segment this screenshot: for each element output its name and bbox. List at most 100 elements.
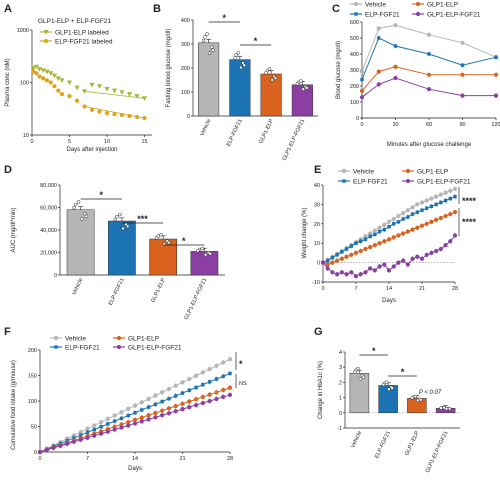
y-axis-label: Fasting blood glucose (mg/dl) [166, 29, 172, 108]
data-point [448, 196, 452, 201]
legend-label: GLP1-ELP [128, 335, 159, 342]
data-point [410, 256, 415, 261]
category-label: GLP1-ELP [258, 118, 275, 145]
x-tick-label: 0 [30, 139, 33, 145]
data-point [119, 90, 125, 95]
data-point [126, 423, 131, 428]
y-tick-label: 40,000 [40, 228, 57, 234]
data-point [419, 200, 425, 205]
series-line [361, 37, 497, 80]
data-point [335, 272, 340, 277]
data-point [429, 219, 434, 224]
data-point [74, 98, 80, 103]
data-point [358, 377, 362, 381]
data-point [434, 248, 439, 254]
legend-marker [405, 168, 411, 174]
data-point [105, 429, 110, 434]
data-point [44, 78, 50, 83]
data-point [133, 411, 137, 415]
y-axis-label: Plasma conc (nM) [5, 58, 11, 106]
significance-label: * [182, 236, 186, 246]
data-point [393, 64, 398, 69]
panel-letter-c: C [332, 3, 340, 15]
data-point [386, 237, 392, 242]
x-tick-label: 0 [38, 456, 41, 462]
data-point [382, 262, 387, 267]
panel-letter-g: G [314, 326, 323, 338]
data-point [234, 53, 238, 57]
data-point [173, 383, 178, 388]
data-point [427, 52, 431, 56]
data-point [187, 405, 192, 410]
data-point [180, 380, 185, 385]
data-point [439, 406, 443, 410]
y-tick-label: 60,000 [40, 206, 57, 212]
x-tick-label: 7 [354, 286, 357, 292]
data-point [382, 227, 386, 232]
significance-label: * [401, 367, 405, 377]
y-tick-label: 300 [350, 68, 359, 74]
data-point [420, 208, 424, 212]
y-tick-label: -1 [337, 426, 342, 432]
data-point [92, 433, 97, 438]
data-point [415, 225, 420, 230]
data-point [140, 408, 144, 412]
legend-marker [43, 30, 49, 35]
x-tick-label: 30 [392, 122, 398, 128]
significance-label: * [254, 36, 258, 46]
data-point [344, 247, 349, 251]
data-point [448, 188, 453, 193]
data-point [132, 421, 138, 426]
data-point [126, 413, 130, 418]
data-point [415, 398, 420, 403]
significance-label: * [239, 359, 243, 369]
data-point [434, 194, 439, 199]
data-point [187, 388, 191, 392]
data-point [72, 436, 76, 440]
data-point [387, 387, 391, 392]
x-tick-label: 15 [141, 139, 147, 145]
data-point [426, 87, 432, 92]
data-point [126, 92, 133, 97]
data-point [386, 219, 392, 224]
data-point [439, 200, 443, 205]
data-point [353, 370, 357, 374]
y-tick-label: 40 [314, 183, 320, 189]
legend-marker [54, 345, 58, 349]
y-tick-label: 400 [181, 18, 190, 24]
data-point [429, 250, 434, 255]
data-point [208, 251, 212, 256]
data-point [443, 198, 448, 203]
data-point [372, 228, 377, 233]
data-point [264, 70, 268, 75]
significance-label: **** [462, 196, 477, 206]
data-point [419, 223, 425, 228]
data-point [233, 56, 237, 60]
data-point [112, 419, 117, 423]
data-point [33, 64, 40, 70]
category-label: GLP1-ELP-FGF21 [184, 277, 209, 321]
x-tick-label: 5 [68, 139, 71, 145]
data-point [448, 212, 453, 217]
legend-marker [341, 168, 347, 174]
data-point [377, 36, 381, 40]
data-point [141, 96, 148, 101]
data-point [460, 40, 465, 45]
data-point [447, 406, 452, 411]
data-point [221, 360, 226, 365]
data-point [173, 404, 178, 409]
y-tick-label: 0 [54, 273, 57, 279]
significance-label: * [372, 346, 376, 356]
y-tick-label: 30 [314, 202, 320, 208]
data-point [173, 409, 178, 414]
data-point [405, 229, 410, 234]
data-point [119, 425, 124, 430]
data-point [372, 243, 377, 248]
data-point [384, 380, 389, 384]
data-point [405, 208, 410, 213]
data-point [203, 252, 208, 257]
category-label: GLP1-ELP [404, 430, 421, 457]
data-point [78, 430, 83, 435]
legend-marker [43, 38, 49, 44]
data-point [426, 32, 432, 37]
